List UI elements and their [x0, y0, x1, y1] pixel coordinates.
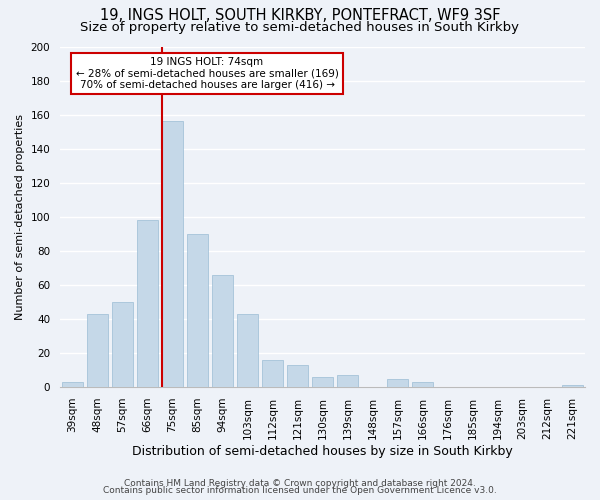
- Text: 19, INGS HOLT, SOUTH KIRKBY, PONTEFRACT, WF9 3SF: 19, INGS HOLT, SOUTH KIRKBY, PONTEFRACT,…: [100, 8, 500, 22]
- Bar: [62, 382, 83, 387]
- Bar: [137, 220, 158, 387]
- Bar: [412, 382, 433, 387]
- Bar: [162, 122, 183, 387]
- Bar: [287, 365, 308, 387]
- Text: Contains public sector information licensed under the Open Government Licence v3: Contains public sector information licen…: [103, 486, 497, 495]
- Bar: [387, 378, 408, 387]
- Text: Contains HM Land Registry data © Crown copyright and database right 2024.: Contains HM Land Registry data © Crown c…: [124, 478, 476, 488]
- Bar: [262, 360, 283, 387]
- Bar: [112, 302, 133, 387]
- Y-axis label: Number of semi-detached properties: Number of semi-detached properties: [15, 114, 25, 320]
- Bar: [337, 375, 358, 387]
- Bar: [212, 274, 233, 387]
- Bar: [312, 377, 333, 387]
- X-axis label: Distribution of semi-detached houses by size in South Kirkby: Distribution of semi-detached houses by …: [132, 444, 513, 458]
- Text: 19 INGS HOLT: 74sqm
← 28% of semi-detached houses are smaller (169)
70% of semi-: 19 INGS HOLT: 74sqm ← 28% of semi-detach…: [76, 56, 338, 90]
- Bar: [87, 314, 108, 387]
- Text: Size of property relative to semi-detached houses in South Kirkby: Size of property relative to semi-detach…: [80, 21, 520, 34]
- Bar: [187, 234, 208, 387]
- Bar: [237, 314, 258, 387]
- Bar: [562, 386, 583, 387]
